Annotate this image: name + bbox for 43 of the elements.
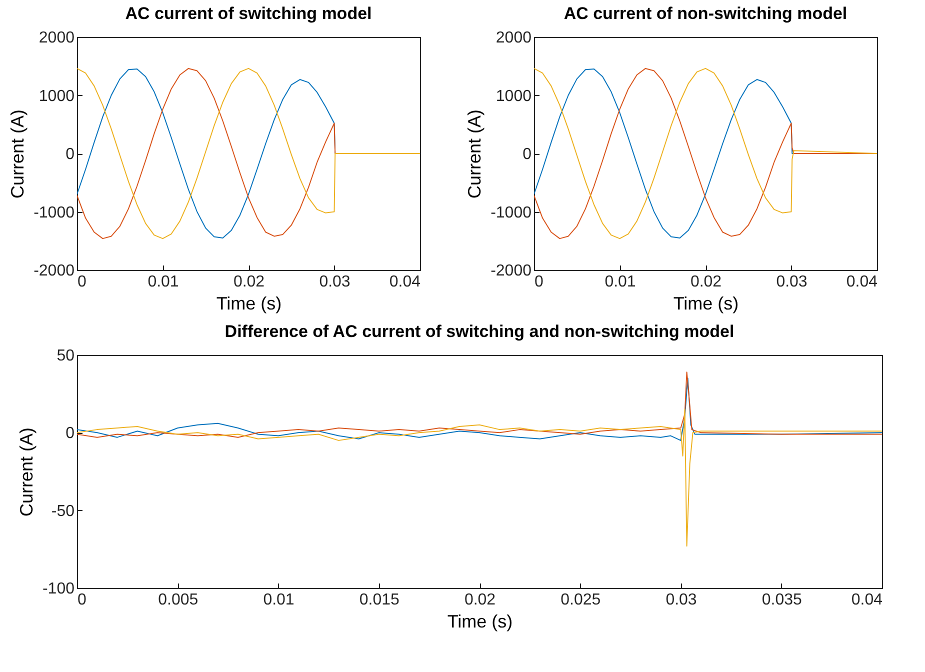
x-tick-label: 0.03	[666, 592, 697, 608]
x-axis-title: Time (s)	[673, 294, 739, 314]
y-tick-label: 2000	[38, 30, 75, 46]
x-tick-label: 0.02	[690, 274, 722, 290]
y-tick-label: 0	[66, 146, 75, 163]
chart-title: AC current of non-switching model	[564, 4, 848, 23]
y-axis-title: Current (A)	[8, 109, 28, 199]
x-tick-label: 0.03	[319, 274, 350, 290]
x-tick-label: 0.01	[263, 592, 294, 608]
line-series	[77, 408, 882, 547]
y-tick-label: 2000	[496, 30, 532, 46]
x-tick-label: 0.01	[604, 274, 636, 290]
x-axis-title: Time (s)	[216, 294, 282, 314]
y-axis-title: Current (A)	[464, 109, 485, 199]
y-tick-label: 1000	[496, 88, 532, 105]
x-tick-label: 0	[78, 274, 86, 290]
y-tick-label: -100	[42, 580, 75, 598]
chart-title: AC current of switching model	[125, 4, 372, 23]
x-tick-label: 0.01	[148, 274, 179, 290]
x-axis-title: Time (s)	[447, 612, 513, 632]
chart-title: Difference of AC current of switching and non-switching model	[224, 322, 734, 341]
x-tick-label: 0.04	[389, 274, 421, 290]
y-tick-label: -2000	[34, 262, 75, 280]
x-tick-label: 0.03	[776, 274, 808, 290]
x-tick-label: 0.025	[560, 592, 601, 608]
y-tick-label: -2000	[490, 262, 532, 280]
x-tick-label: 0.035	[762, 592, 802, 608]
y-tick-label: 50	[56, 348, 75, 364]
x-tick-label: 0.04	[846, 274, 878, 290]
y-axis-title: Current (A)	[16, 427, 36, 517]
x-tick-label: 0	[78, 592, 86, 608]
x-tick-label: 0.02	[233, 274, 265, 290]
y-tick-label: -1000	[490, 204, 532, 222]
y-tick-label: -50	[51, 502, 75, 520]
x-tick-label: 0.005	[158, 592, 198, 608]
y-tick-label: 0	[522, 146, 532, 163]
x-tick-label: 0.02	[464, 592, 496, 608]
x-tick-label: 0	[534, 274, 544, 290]
x-tick-label: 0.04	[851, 592, 883, 608]
y-tick-label: 0	[66, 425, 75, 442]
y-tick-label: -1000	[34, 204, 75, 222]
y-tick-label: 1000	[38, 88, 75, 105]
x-tick-label: 0.015	[359, 592, 400, 608]
